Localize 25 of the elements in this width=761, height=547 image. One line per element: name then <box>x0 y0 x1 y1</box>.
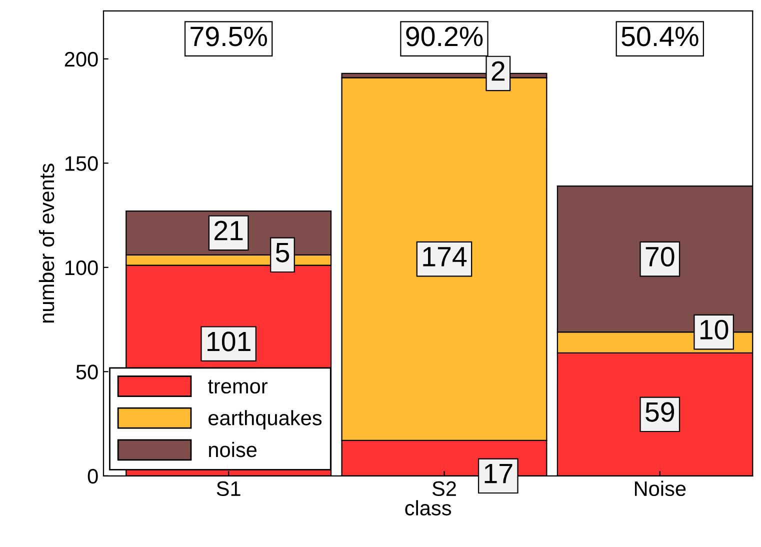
data-label: 21 <box>214 220 243 240</box>
x-tick-label: S1 <box>216 481 240 496</box>
annotation: 79.5% <box>190 26 267 46</box>
annotation: 90.2% <box>406 26 483 46</box>
data-label: 10 <box>700 320 728 340</box>
data-label: 17 <box>484 464 512 484</box>
data-label: 174 <box>423 247 467 266</box>
y-tick-label: 200 <box>64 52 98 67</box>
legend-label: earthquakes <box>208 410 322 430</box>
data-label: 70 <box>646 246 674 267</box>
data-label: 5 <box>276 242 290 262</box>
x-axis-title: class <box>405 500 452 516</box>
legend-label: noise <box>209 442 257 458</box>
x-tick-label: S2 <box>432 481 456 496</box>
annotation: 50.4% <box>622 26 698 46</box>
y-tick-label: 50 <box>76 364 98 380</box>
x-tick-label: Noise <box>634 480 686 496</box>
data-label: 101 <box>208 332 250 352</box>
y-tick-label: 100 <box>65 260 98 276</box>
data-label: 2 <box>492 61 504 81</box>
data-label: 59 <box>646 402 674 422</box>
y-tick-label: 0 <box>88 468 98 484</box>
y-tick-label: 150 <box>65 156 98 171</box>
y-axis-title: number of events <box>38 164 54 323</box>
legend-label: tremor <box>208 380 268 394</box>
